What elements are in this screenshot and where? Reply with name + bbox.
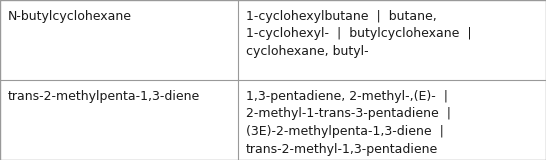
Text: trans-2-methylpenta-1,3-diene: trans-2-methylpenta-1,3-diene	[8, 90, 200, 103]
Text: 1-cyclohexylbutane  |  butane,
1-cyclohexyl-  |  butylcyclohexane  |
cyclohexane: 1-cyclohexylbutane | butane, 1-cyclohexy…	[246, 10, 471, 58]
Text: 1,3-pentadiene, 2-methyl-,(E)-  |
2-methyl-1-trans-3-pentadiene  |
(3E)-2-methyl: 1,3-pentadiene, 2-methyl-,(E)- | 2-methy…	[246, 90, 450, 156]
Text: N-butylcyclohexane: N-butylcyclohexane	[8, 10, 132, 23]
